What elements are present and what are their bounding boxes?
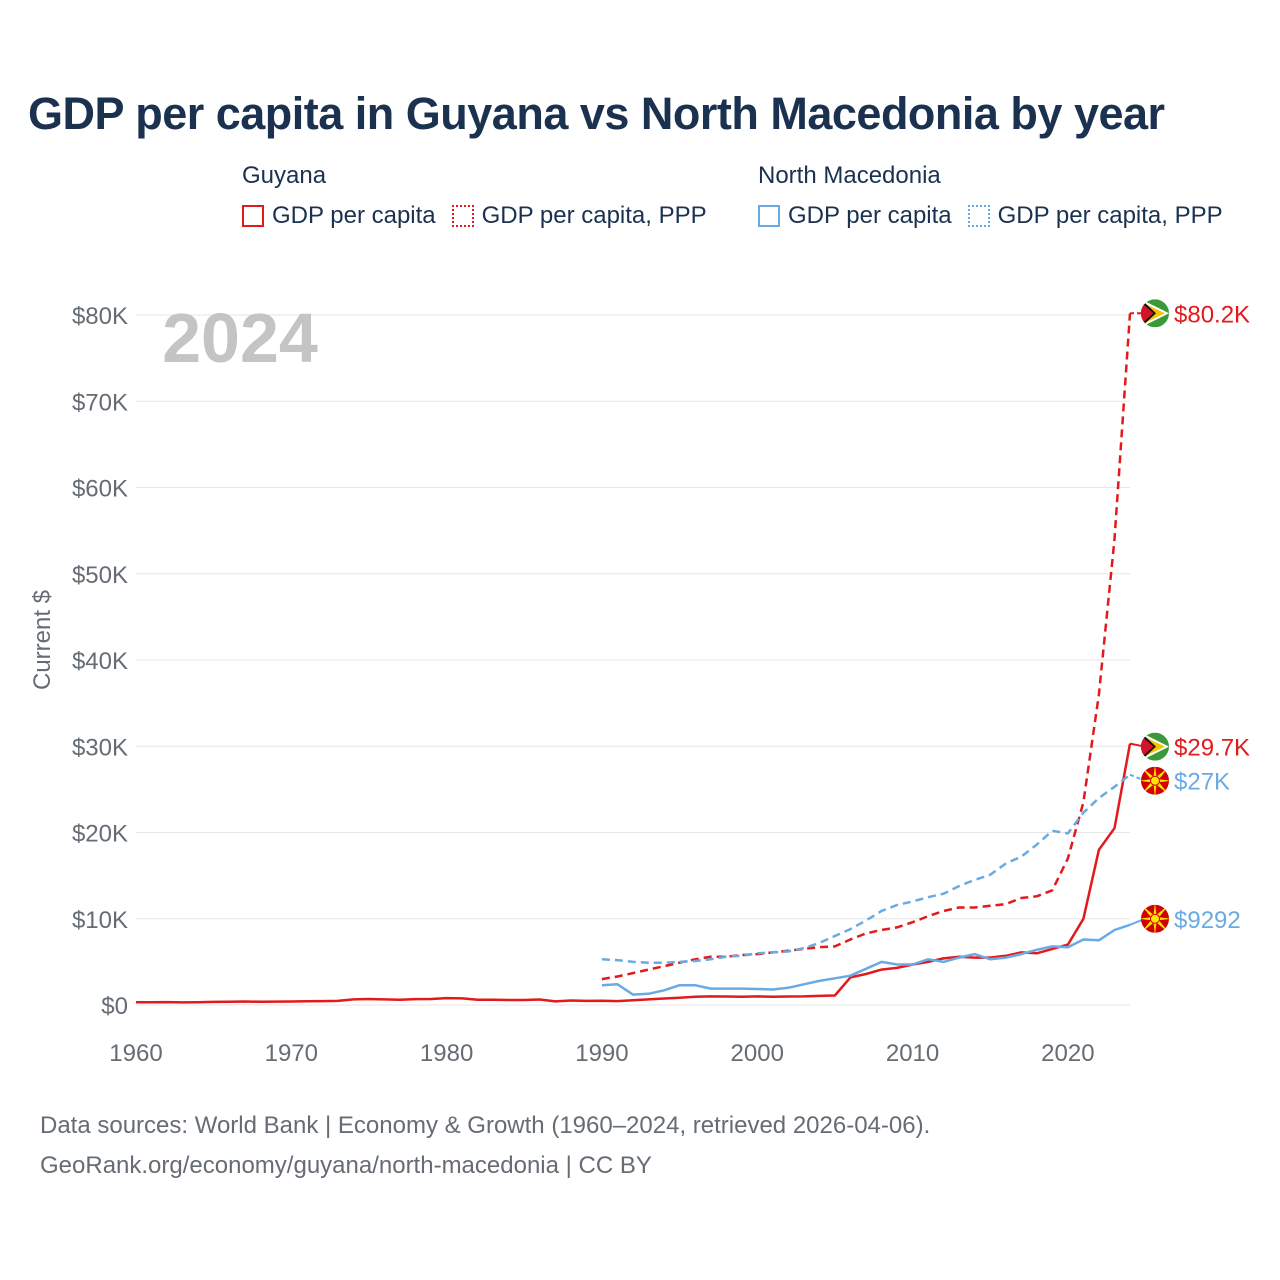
source-line-1: Data sources: World Bank | Economy & Gro… (40, 1112, 931, 1139)
y-tick-label: $60K (72, 476, 128, 503)
legend-label: GDP per capita (788, 202, 952, 229)
legend-swatch-dotted-red (451, 205, 474, 227)
legend-item-mk-gdp[interactable]: GDP per capita (758, 202, 952, 230)
legend-label: GDP per capita (272, 202, 436, 229)
guyana-flag-icon (1141, 733, 1169, 761)
x-tick-label: 1960 (109, 1040, 162, 1067)
source-note: Data sources: World Bank | Economy & Gro… (40, 1106, 930, 1186)
x-tick-label: 2000 (731, 1040, 784, 1067)
y-tick-label: $50K (72, 562, 128, 589)
series-line-north_macedonia-ppp (601, 773, 1131, 964)
x-tick-label: 2010 (886, 1040, 939, 1067)
end-value-label: $80.2K (1174, 301, 1250, 328)
north-macedonia-flag-icon (1139, 765, 1171, 797)
legend-item-guyana-gdp[interactable]: GDP per capita (242, 202, 436, 230)
series-line-north_macedonia-gdp (601, 923, 1131, 996)
source-line-2[interactable]: GeoRank.org/economy/guyana/north-macedon… (40, 1152, 652, 1179)
end-value-label: $27K (1174, 769, 1230, 796)
y-tick-label: $80K (72, 303, 128, 330)
legend-swatch-dotted-blue (967, 205, 990, 227)
x-tick-label: 1980 (420, 1040, 473, 1067)
x-tick-label: 1970 (265, 1040, 318, 1067)
y-tick-label: $0 (101, 993, 128, 1020)
legend-swatch-solid-blue (758, 205, 780, 227)
guyana-flag-icon (1141, 299, 1169, 327)
end-value-label: $29.7K (1174, 735, 1250, 762)
chart-title: GDP per capita in Guyana vs North Macedo… (28, 88, 1165, 139)
legend-item-mk-ppp[interactable]: GDP per capita, PPP (967, 202, 1223, 230)
north-macedonia-flag-icon (1139, 903, 1171, 935)
y-tick-label: $10K (72, 907, 128, 934)
legend-label: GDP per capita, PPP (481, 202, 707, 229)
legend-country-north-macedonia: North Macedonia (758, 162, 941, 189)
x-tick-label: 1990 (575, 1040, 628, 1067)
end-value-label: $9292 (1174, 907, 1241, 934)
legend-country-guyana: Guyana (242, 162, 327, 189)
x-tick-label: 2020 (1041, 1040, 1094, 1067)
legend-item-guyana-ppp[interactable]: GDP per capita, PPP (451, 202, 707, 230)
end-connector (1129, 773, 1146, 782)
y-tick-label: $40K (72, 648, 128, 675)
legend-north-macedonia: North Macedonia GDP per capita GDP per c… (758, 162, 1239, 230)
series-line-guyana-ppp (601, 313, 1132, 981)
series-line-guyana-gdp (136, 743, 1132, 1004)
y-tick-label: $70K (72, 389, 128, 416)
legend-label: GDP per capita, PPP (997, 202, 1223, 229)
y-axis-label: Current $ (29, 590, 56, 690)
legend-guyana: Guyana GDP per capita GDP per capita, PP… (242, 162, 723, 230)
year-watermark: 2024 (162, 299, 318, 377)
y-tick-label: $30K (72, 734, 128, 761)
y-tick-label: $20K (72, 821, 128, 848)
legend-swatch-solid-red (242, 205, 264, 227)
